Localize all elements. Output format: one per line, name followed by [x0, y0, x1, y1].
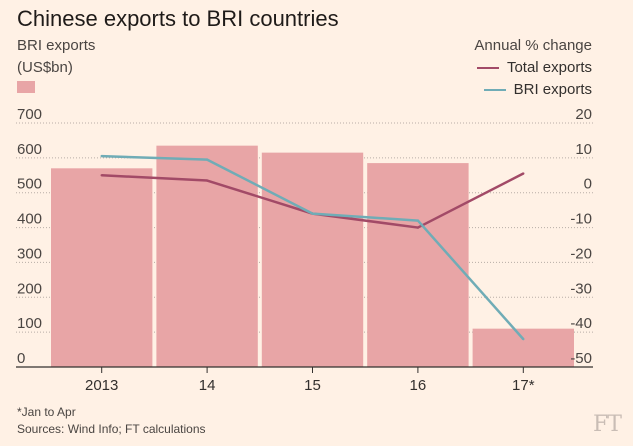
line-point [416, 219, 420, 222]
source-note: Sources: Wind Info; FT calculations [17, 422, 206, 436]
bar [472, 328, 574, 367]
legend-label-total: Total exports [506, 59, 592, 76]
right-tick-label: -30 [570, 280, 592, 297]
line-point [311, 212, 314, 215]
footnote: *Jan to Apr [17, 405, 76, 419]
x-tick-label: 16 [410, 377, 427, 394]
left-axis-label: BRI exports [17, 37, 96, 54]
line-point [205, 179, 209, 182]
left-tick-label: 0 [17, 350, 25, 367]
right-tick-label: -10 [570, 211, 592, 228]
left-tick-label: 200 [17, 280, 42, 297]
line-point [522, 337, 525, 341]
x-tick-label: 15 [304, 377, 321, 394]
left-tick-label: 500 [17, 176, 42, 193]
right-tick-label: 20 [575, 106, 592, 123]
left-axis-unit: (US$bn) [17, 59, 73, 76]
line-point [416, 226, 420, 229]
line-point [522, 172, 525, 175]
left-tick-label: 600 [17, 141, 42, 158]
ft-logo: FT [593, 412, 622, 437]
legend-label-bri: BRI exports [513, 81, 592, 98]
legend-bri-exports: BRI exports [483, 81, 592, 98]
legend-line-total [476, 66, 499, 69]
left-tick-label: 300 [17, 245, 42, 262]
left-tick-label: 100 [17, 315, 42, 332]
right-tick-label: 0 [584, 176, 592, 193]
left-tick-label: 400 [17, 211, 42, 228]
x-tick-label: 14 [199, 377, 216, 394]
chart-title: Chinese exports to BRI countries [17, 6, 339, 31]
x-tick-label: 2013 [85, 377, 118, 394]
bar [156, 145, 258, 367]
right-tick-label: 10 [575, 141, 592, 158]
legend-line-bri [483, 88, 506, 91]
bar-legend-swatch [17, 81, 35, 93]
right-tick-label: -20 [570, 245, 592, 262]
x-tick-label: 17* [512, 377, 535, 394]
left-tick-label: 700 [17, 106, 42, 123]
line-point [100, 174, 103, 177]
right-axis-label: Annual % change [474, 37, 592, 54]
bar [261, 152, 364, 367]
line-point [100, 154, 103, 158]
right-tick-label: -40 [570, 315, 592, 332]
line-point [205, 158, 209, 161]
right-tick-label: -50 [570, 350, 592, 367]
legend-total-exports: Total exports [476, 59, 592, 76]
bar [367, 163, 469, 367]
bar [51, 168, 153, 367]
